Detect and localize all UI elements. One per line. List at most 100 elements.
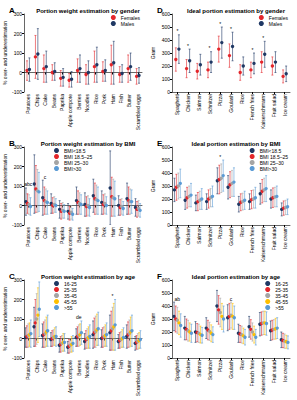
svg-text:Beans: Beans xyxy=(51,360,57,375)
svg-text:500: 500 xyxy=(162,290,171,296)
svg-text:Butter: Butter xyxy=(126,227,132,241)
svg-text:*: * xyxy=(219,21,221,27)
svg-text:Rice: Rice xyxy=(93,360,99,370)
svg-text:300: 300 xyxy=(162,316,171,322)
svg-text:Schnitzel: Schnitzel xyxy=(207,94,213,114)
svg-text:Kaiserschmarrn: Kaiserschmarrn xyxy=(260,360,266,395)
svg-text:Rice: Rice xyxy=(93,94,99,104)
svg-text:100: 100 xyxy=(162,209,171,215)
svg-text:Pizza: Pizza xyxy=(217,94,223,106)
svg-text:BMI>30: BMI>30 xyxy=(64,166,82,172)
svg-text:100: 100 xyxy=(162,342,171,348)
svg-text:600: 600 xyxy=(162,11,171,17)
svg-text:0: 0 xyxy=(19,203,22,209)
svg-text:Paprika: Paprika xyxy=(59,94,65,111)
svg-text:Cake: Cake xyxy=(42,227,48,239)
svg-text:Chips: Chips xyxy=(34,227,40,240)
svg-text:Schnitzel: Schnitzel xyxy=(207,360,213,380)
svg-text:200: 200 xyxy=(14,31,23,37)
svg-text:C: C xyxy=(9,272,15,281)
svg-text:Goulash: Goulash xyxy=(228,227,234,246)
svg-text:B: B xyxy=(9,139,15,148)
svg-text:Schnitzel: Schnitzel xyxy=(207,227,213,247)
svg-text:Rice: Rice xyxy=(239,360,245,370)
svg-text:abc: abc xyxy=(24,181,33,187)
svg-text:Butter: Butter xyxy=(126,94,132,108)
svg-text:>55: >55 xyxy=(275,305,284,311)
svg-text:0: 0 xyxy=(167,222,170,228)
svg-text:600: 600 xyxy=(162,277,171,283)
svg-text:Fish: Fish xyxy=(118,227,124,237)
svg-text:Scrambled eggs: Scrambled eggs xyxy=(135,94,141,131)
svg-text:500: 500 xyxy=(162,157,171,163)
svg-text:Fruit salad: Fruit salad xyxy=(271,94,277,118)
svg-text:Kaiserschmarrn: Kaiserschmarrn xyxy=(260,94,266,129)
svg-text:Scrambled eggs: Scrambled eggs xyxy=(135,360,141,397)
svg-text:Ideal portion estimation by ag: Ideal portion estimation by age xyxy=(192,274,281,280)
svg-text:Paprika: Paprika xyxy=(59,360,65,377)
svg-text:Paprika: Paprika xyxy=(59,227,65,244)
svg-text:Fruit salad: Fruit salad xyxy=(271,360,277,384)
svg-text:Males: Males xyxy=(269,21,283,27)
svg-text:Pork: Pork xyxy=(101,94,107,105)
svg-text:Cake: Cake xyxy=(42,360,48,372)
svg-text:F: F xyxy=(157,272,162,281)
svg-text:Ham: Ham xyxy=(110,360,116,371)
svg-text:% over- and underestimation: % over- and underestimation xyxy=(2,154,8,218)
svg-text:Beans: Beans xyxy=(51,94,57,109)
svg-text:Spaghetti: Spaghetti xyxy=(174,360,180,381)
svg-text:Cake: Cake xyxy=(42,94,48,106)
svg-text:% over- and underestimation: % over- and underestimation xyxy=(2,287,8,351)
svg-text:Ideal portion estimation by BM: Ideal portion estimation by BMI xyxy=(191,141,280,147)
svg-text:0: 0 xyxy=(19,336,22,342)
svg-text:Apple compote: Apple compote xyxy=(67,227,73,261)
svg-text:Ham: Ham xyxy=(110,94,116,105)
svg-text:Goulash: Goulash xyxy=(228,360,234,379)
svg-text:*: * xyxy=(230,26,232,32)
svg-text:Gram: Gram xyxy=(150,180,156,193)
svg-text:c: c xyxy=(230,296,233,302)
svg-text:Ideal portion estimation by ge: Ideal portion estimation by gender xyxy=(187,8,286,14)
svg-text:Kaiserschmarrn: Kaiserschmarrn xyxy=(260,227,266,262)
svg-text:Noodles: Noodles xyxy=(84,360,90,379)
svg-text:Rice: Rice xyxy=(239,94,245,104)
svg-text:Fish: Fish xyxy=(118,360,124,370)
svg-text:Fish: Fish xyxy=(118,94,124,104)
svg-text:D: D xyxy=(157,6,163,15)
svg-text:% over- and underestimation: % over- and underestimation xyxy=(2,21,8,85)
svg-text:300: 300 xyxy=(14,11,23,17)
svg-text:*: * xyxy=(209,45,211,51)
svg-text:Salmon: Salmon xyxy=(196,360,202,377)
svg-text:Rice: Rice xyxy=(239,227,245,237)
svg-text:Spaghetti: Spaghetti xyxy=(174,94,180,115)
svg-text:Berries: Berries xyxy=(76,360,82,376)
svg-text:200: 200 xyxy=(14,297,23,303)
svg-text:Goulash: Goulash xyxy=(228,94,234,113)
svg-text:-100: -100 xyxy=(12,355,22,361)
svg-text:100: 100 xyxy=(162,76,171,82)
svg-text:*: * xyxy=(219,154,221,160)
svg-text:-100: -100 xyxy=(12,89,22,95)
svg-text:>55: >55 xyxy=(64,305,73,311)
svg-text:Berries: Berries xyxy=(76,227,82,243)
svg-text:Chicken: Chicken xyxy=(185,94,191,112)
svg-text:Chips: Chips xyxy=(34,360,40,373)
svg-text:Chicken: Chicken xyxy=(185,360,191,378)
svg-text:Rice: Rice xyxy=(93,227,99,237)
svg-text:Noodles: Noodles xyxy=(84,94,90,113)
svg-text:100: 100 xyxy=(14,50,23,56)
svg-text:Potatoes: Potatoes xyxy=(25,227,31,247)
svg-text:*: * xyxy=(112,293,114,299)
svg-text:600: 600 xyxy=(162,144,171,150)
svg-text:Salmon: Salmon xyxy=(196,227,202,244)
svg-text:0: 0 xyxy=(19,70,22,76)
svg-text:Apple compote: Apple compote xyxy=(67,360,73,394)
svg-text:Potatoes: Potatoes xyxy=(25,360,31,380)
svg-text:Gram: Gram xyxy=(150,47,156,60)
svg-text:Ice cream: Ice cream xyxy=(282,227,288,249)
svg-text:100: 100 xyxy=(14,316,23,322)
svg-text:Beans: Beans xyxy=(51,227,57,242)
svg-text:French fries: French fries xyxy=(249,94,255,121)
svg-text:E: E xyxy=(157,139,163,148)
svg-text:Pizza: Pizza xyxy=(217,227,223,239)
